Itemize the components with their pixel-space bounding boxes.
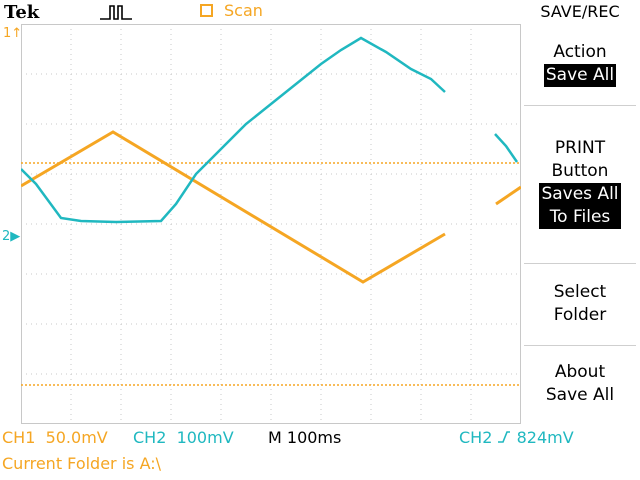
ch1-waveform-segment	[495, 185, 521, 206]
about-save-all-menu-button[interactable]: About Save All	[522, 361, 638, 407]
print-button-menu-button[interactable]: PRINT Button Saves All To Files	[522, 137, 638, 229]
print-label-line1: PRINT	[554, 138, 606, 158]
menu-title: SAVE/REC	[540, 2, 620, 21]
menu-divider	[524, 345, 636, 346]
oscilloscope-display	[21, 24, 521, 424]
ch1-ground-marker: 1↑	[3, 26, 23, 41]
ch2-waveform	[21, 36, 446, 224]
ch1-waveform	[21, 130, 446, 284]
brand-logo: Tek	[4, 2, 40, 23]
trigger-readout: CH2 824mV	[459, 428, 574, 447]
about-line1: About	[554, 362, 606, 382]
menu-divider	[524, 105, 636, 106]
current-folder-status: Current Folder is A:\	[2, 454, 162, 473]
action-menu-button[interactable]: Action Save All	[522, 41, 638, 87]
select-folder-line2: Folder	[553, 305, 607, 325]
graticule-grid	[21, 24, 521, 424]
action-value: Save All	[543, 64, 617, 87]
about-line2: Save All	[545, 385, 615, 405]
menu-divider	[524, 263, 636, 264]
ch1-scale-readout: CH1 50.0mV	[2, 428, 108, 447]
timebase-readout: M 100ms	[268, 428, 342, 447]
ch2-scale-readout: CH2 100mV	[133, 428, 234, 447]
acquire-mode-label: Scan	[224, 1, 263, 20]
ch2-waveform-segment	[494, 133, 519, 163]
scan-mode-indicator-icon	[200, 4, 213, 17]
acquisition-waveform-icon	[100, 5, 132, 20]
select-folder-menu-button[interactable]: Select Folder	[522, 281, 638, 327]
print-label-line2: Button	[551, 161, 609, 181]
print-value: Saves All To Files	[539, 183, 621, 229]
select-folder-line1: Select	[553, 282, 607, 302]
ch2-ground-marker: 2▶	[2, 229, 21, 244]
rising-edge-icon	[498, 431, 511, 443]
action-label: Action	[553, 42, 607, 62]
